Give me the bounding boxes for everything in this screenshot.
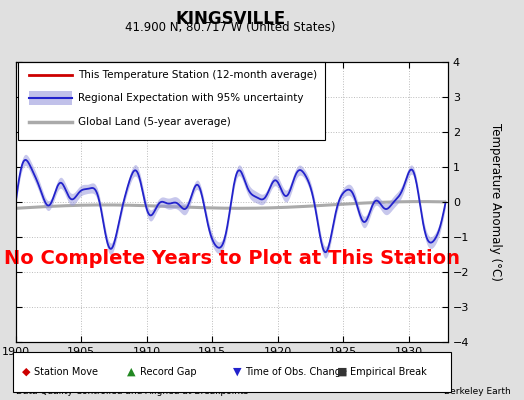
Text: ▲: ▲ (127, 367, 136, 377)
Text: ■: ■ (337, 367, 348, 377)
Text: No Complete Years to Plot at This Station: No Complete Years to Plot at This Statio… (4, 248, 460, 268)
Text: Station Move: Station Move (34, 367, 98, 377)
Text: This Temperature Station (12-month average): This Temperature Station (12-month avera… (79, 70, 318, 80)
Text: 41.900 N, 80.717 W (United States): 41.900 N, 80.717 W (United States) (125, 21, 336, 34)
Text: KINGSVILLE: KINGSVILLE (176, 10, 286, 28)
Text: Global Land (5-year average): Global Land (5-year average) (79, 117, 231, 127)
Text: Berkeley Earth: Berkeley Earth (444, 387, 511, 396)
FancyBboxPatch shape (18, 62, 325, 140)
Text: Record Gap: Record Gap (139, 367, 196, 377)
Text: Data Quality Controlled and Aligned at Breakpoints: Data Quality Controlled and Aligned at B… (16, 387, 248, 396)
Text: Time of Obs. Change: Time of Obs. Change (245, 367, 347, 377)
Text: ◆: ◆ (22, 367, 30, 377)
FancyBboxPatch shape (29, 91, 72, 105)
Text: Empirical Break: Empirical Break (351, 367, 427, 377)
Text: ▼: ▼ (233, 367, 242, 377)
Text: Regional Expectation with 95% uncertainty: Regional Expectation with 95% uncertaint… (79, 93, 304, 103)
Y-axis label: Temperature Anomaly (°C): Temperature Anomaly (°C) (489, 123, 502, 281)
